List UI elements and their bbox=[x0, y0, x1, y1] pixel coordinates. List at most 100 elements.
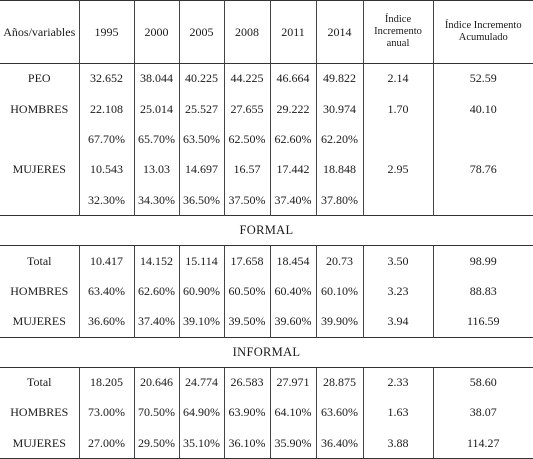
table-cell: 60.90% bbox=[178, 276, 224, 307]
table-cell: 24.774 bbox=[178, 367, 224, 398]
table-cell: 40.10 bbox=[432, 93, 533, 125]
table-cell: 28.875 bbox=[315, 367, 363, 398]
header-cell: Índice Incremento Acumulado bbox=[432, 0, 533, 64]
table-cell: 16.57 bbox=[223, 154, 270, 186]
table-row: HOMBRES 22.108 25.014 25.527 27.655 29.222 30.… bbox=[0, 93, 533, 125]
table-cell: 116.59 bbox=[432, 306, 533, 338]
header-cell: 2014 bbox=[315, 0, 363, 64]
table-cell: 29.50% bbox=[133, 428, 179, 459]
table-row: MUJERES 36.60% 37.40% 39.10% 39.50% 39.60% 39.… bbox=[0, 306, 533, 338]
table-cell: 114.27 bbox=[432, 428, 533, 459]
table-cell: 38.044 bbox=[133, 63, 179, 94]
table-cell: 27.971 bbox=[269, 367, 316, 398]
table-cell: 1.63 bbox=[362, 397, 433, 429]
table-cell: 44.225 bbox=[223, 63, 270, 94]
row-label: MUJERES bbox=[12, 162, 66, 177]
section-title: INFORMAL bbox=[0, 336, 533, 368]
table-cell: 1.70 bbox=[362, 93, 433, 125]
table-cell: 18.205 bbox=[78, 367, 134, 398]
header-cell: 2008 bbox=[223, 0, 270, 64]
header-cell: 2011 bbox=[269, 0, 316, 64]
table-row: MUJERES 27.00% 29.50% 35.10% 36.10% 35.90% 36.… bbox=[0, 428, 533, 459]
header-cell: Años/variables bbox=[0, 0, 79, 64]
table-cell: 36.60% bbox=[78, 306, 134, 338]
table-cell: 62.20% bbox=[315, 124, 363, 155]
table-cell: 36.10% bbox=[223, 428, 270, 459]
table-cell: 25.014 bbox=[133, 93, 179, 125]
table-cell: 52.59 bbox=[432, 63, 533, 94]
table-cell: 29.222 bbox=[269, 93, 316, 125]
table-cell bbox=[362, 124, 433, 155]
table-cell bbox=[432, 185, 533, 216]
table-cell: 18.848 bbox=[315, 154, 363, 186]
table-cell: 35.10% bbox=[178, 428, 224, 459]
table-cell: 64.10% bbox=[269, 397, 316, 429]
table-cell: 27.655 bbox=[223, 93, 270, 125]
table-cell: 60.40% bbox=[269, 276, 316, 307]
row-label bbox=[0, 124, 79, 154]
table-cell: 73.00% bbox=[78, 397, 134, 429]
table-cell: 62.60% bbox=[269, 124, 316, 155]
table-cell: 3.88 bbox=[362, 428, 433, 459]
section-row: FORMAL bbox=[0, 214, 533, 247]
table-cell: 63.90% bbox=[223, 397, 270, 429]
header-row: Años/variables 1995 2000 2005 2008 2011 … bbox=[0, 0, 533, 64]
table-cell: 30.974 bbox=[315, 93, 363, 125]
table-cell: 39.10% bbox=[178, 306, 224, 338]
table-cell: 67.70% bbox=[78, 124, 134, 155]
table-cell: 98.99 bbox=[432, 245, 533, 277]
table-cell: 3.50 bbox=[362, 245, 433, 277]
table-row: 67.70% 65.70% 63.50% 62.50% 62.60% 62.20% bbox=[0, 124, 533, 155]
table-cell: 37.40% bbox=[269, 185, 316, 216]
table-cell: 20.73 bbox=[315, 245, 363, 277]
table-cell: 62.60% bbox=[133, 276, 179, 307]
table-cell: 10.417 bbox=[78, 245, 134, 277]
table-cell bbox=[432, 124, 533, 155]
header-cell: 2000 bbox=[133, 0, 179, 64]
row-label bbox=[0, 185, 79, 215]
table-cell: 63.50% bbox=[178, 124, 224, 155]
table-cell: 49.822 bbox=[315, 63, 363, 94]
table-cell: 18.454 bbox=[269, 245, 316, 277]
row-label: Total bbox=[27, 253, 52, 268]
table-cell: 46.664 bbox=[269, 63, 316, 94]
table-cell: 14.697 bbox=[178, 154, 224, 186]
table-cell: 20.646 bbox=[133, 367, 179, 398]
table-row: 32.30% 34.30% 36.50% 37.50% 37.40% 37.80% bbox=[0, 185, 533, 216]
table-cell: 63.40% bbox=[78, 276, 134, 307]
table-cell: 27.00% bbox=[78, 428, 134, 459]
table-cell: 3.94 bbox=[362, 306, 433, 338]
table-cell: 39.50% bbox=[223, 306, 270, 338]
table-cell: 32.652 bbox=[78, 63, 134, 94]
table-cell: 17.442 bbox=[269, 154, 316, 186]
table-cell: 26.583 bbox=[223, 367, 270, 398]
table-cell: 78.76 bbox=[432, 154, 533, 186]
table-cell: 37.50% bbox=[223, 185, 270, 216]
table-cell: 36.40% bbox=[315, 428, 363, 459]
table-cell: 40.225 bbox=[178, 63, 224, 94]
table-cell: 39.60% bbox=[269, 306, 316, 338]
table-cell: 22.108 bbox=[78, 93, 134, 125]
table-row: MUJERES 10.543 13.03 14.697 16.57 17.442 18.84… bbox=[0, 154, 533, 186]
table-cell: 37.40% bbox=[133, 306, 179, 338]
row-label: PEO bbox=[27, 71, 51, 86]
table-cell bbox=[362, 185, 433, 216]
table-cell: 39.90% bbox=[315, 306, 363, 338]
table-cell: 36.50% bbox=[178, 185, 224, 216]
row-label: HOMBRES bbox=[10, 405, 69, 420]
table-cell: 60.10% bbox=[315, 276, 363, 307]
row-label: MUJERES bbox=[12, 314, 66, 329]
table-row: Total 10.417 14.152 15.114 17.658 18.454 20.73… bbox=[0, 245, 533, 277]
table-cell: 35.90% bbox=[269, 428, 316, 459]
table-cell: 17.658 bbox=[223, 245, 270, 277]
table-cell: 65.70% bbox=[133, 124, 179, 155]
row-label: Total bbox=[27, 375, 52, 390]
header-cell: 1995 bbox=[78, 0, 134, 64]
table-cell: 60.50% bbox=[223, 276, 270, 307]
table-cell: 13.03 bbox=[133, 154, 179, 186]
table-cell: 14.152 bbox=[133, 245, 179, 277]
row-label: HOMBRES bbox=[10, 101, 69, 116]
table-cell: 2.33 bbox=[362, 367, 433, 398]
table-cell: 58.60 bbox=[432, 367, 533, 398]
